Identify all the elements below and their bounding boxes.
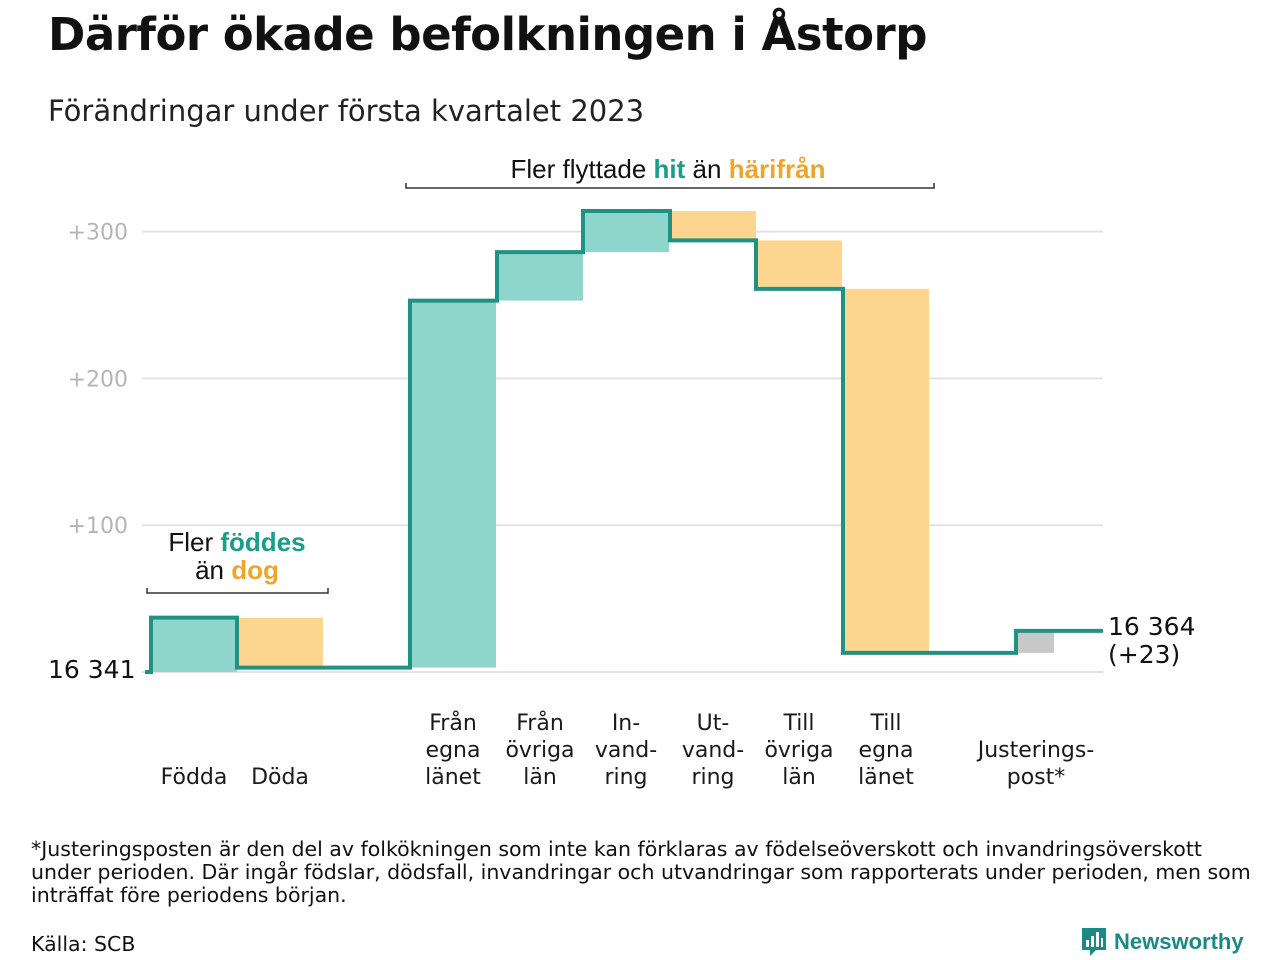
category-label: egna: [859, 738, 914, 763]
category-label: Födda: [161, 765, 228, 790]
category-label: länet: [425, 765, 481, 790]
category-label: län: [523, 765, 557, 790]
cumulative-step-line: [145, 209, 1103, 674]
annotation-text: än: [685, 154, 728, 184]
births-annotation-line1: Fler föddes: [168, 527, 305, 557]
annotation-text: Fler flyttade: [510, 154, 653, 184]
end-change-label: (+23): [1108, 640, 1180, 669]
start-value-label: 16 341: [48, 655, 135, 684]
category-label: Till: [782, 711, 814, 736]
step-line: [145, 209, 1103, 674]
category-labels: Födda DödaFrånegnalänetFrånövrigalänIn-va…: [161, 710, 1095, 790]
category-label: länet: [858, 765, 914, 790]
bar-inflow: [583, 211, 669, 253]
bar-outflow: [843, 288, 929, 653]
annotation-highlight-harifran: härifrån: [729, 154, 826, 184]
chart-subtitle: Förändringar under första kvartalet 2023: [48, 94, 645, 128]
category-label: post*: [1007, 765, 1066, 790]
brand-name: Newsworthy: [1114, 929, 1244, 954]
chart-title: Därför ökade befolkningen i Åstorp: [48, 8, 927, 61]
annotation-highlight-hit: hit: [654, 154, 686, 184]
category-label: Från: [516, 710, 564, 736]
end-value-label: 16 364: [1108, 612, 1195, 641]
y-tick-label: +100: [68, 514, 128, 539]
footnote: *Justeringsposten är den del av folkökni…: [31, 837, 1251, 907]
source-label: Källa: SCB: [31, 932, 136, 956]
migration-annotation: Fler flyttade hit än härifrån: [405, 154, 935, 189]
category-label: egna: [426, 738, 481, 763]
migration-bracket: [405, 183, 935, 189]
annotation-highlight-foddes: föddes: [220, 527, 305, 557]
category-label: ring: [604, 765, 647, 790]
migration-annotation-text: Fler flyttade hit än härifrån: [510, 154, 825, 184]
y-tick-label: +300: [68, 221, 128, 246]
bar-outflow: [670, 211, 756, 241]
y-tick-label: +200: [68, 367, 128, 392]
y-axis-ticks: +100 +200 +300: [68, 221, 128, 540]
bar-inflow: [497, 252, 583, 301]
category-label: Till: [869, 711, 901, 736]
annotation-text: än: [195, 555, 231, 585]
annotation-text: Fler: [168, 527, 220, 557]
category-label: ring: [691, 765, 734, 790]
bar-outflow: [237, 617, 323, 668]
bar-adjustment: [1018, 630, 1054, 653]
category-label: län: [782, 765, 816, 790]
category-label: Från: [429, 710, 477, 736]
births-deaths-annotation: Fler föddes än dog: [146, 527, 329, 594]
category-label: In-: [612, 711, 640, 736]
category-label: vand-: [682, 738, 744, 763]
bar-inflow: [410, 300, 496, 668]
births-annotation-line2: än dog: [195, 555, 279, 585]
category-label: övriga: [764, 738, 833, 763]
category-label: Ut-: [697, 711, 730, 736]
newsworthy-logo-icon: [1082, 928, 1106, 956]
gridlines: [142, 230, 1103, 673]
bars: [151, 211, 1054, 672]
bar-inflow: [151, 617, 237, 672]
births-bracket: [146, 588, 329, 594]
bar-outflow: [756, 240, 842, 289]
annotation-highlight-dog: dog: [231, 555, 279, 585]
category-label: Justerings-: [976, 738, 1095, 763]
category-label: övriga: [505, 738, 574, 763]
category-label: vand-: [595, 738, 657, 763]
brand-logo: Newsworthy: [1080, 926, 1244, 958]
category-label: Döda: [251, 765, 309, 790]
